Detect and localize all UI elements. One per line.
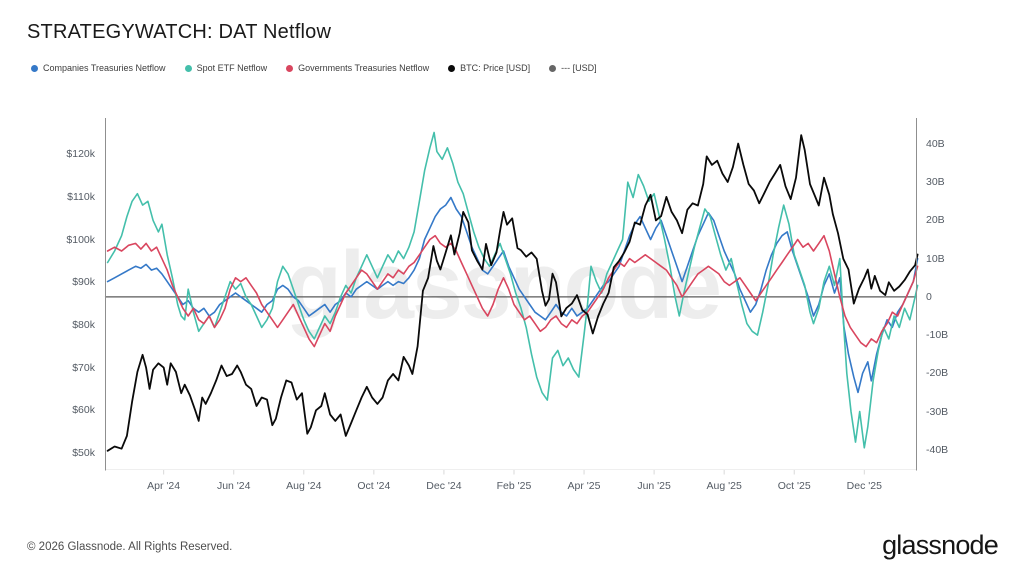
- legend-item-label: Governments Treasuries Netflow: [298, 63, 430, 73]
- glassnode-logo: glassnode: [882, 530, 999, 560]
- series-btc-price-usd: [106, 134, 919, 452]
- legend-dot-icon: [549, 64, 557, 72]
- y-left-tick-label: $90k: [72, 276, 95, 289]
- legend-item-label: --- [USD]: [561, 63, 597, 73]
- x-axis-tick-label: Oct '25: [777, 480, 811, 492]
- y-left-tick-label: $120k: [66, 148, 95, 161]
- legend-item-label: Companies Treasuries Netflow: [43, 63, 166, 73]
- x-axis-tick-label: Oct '24: [357, 480, 391, 492]
- x-axis-tick-label: Aug '24: [286, 480, 322, 492]
- y-right-tick-label: 30B: [926, 176, 945, 189]
- y-left-tick-label: $100k: [66, 233, 95, 246]
- legend-item-label: BTC: Price [USD]: [460, 63, 531, 73]
- legend-item-label: Spot ETF Netflow: [196, 63, 268, 73]
- legend-item-1[interactable]: Companies Treasuries Netflow: [31, 63, 166, 73]
- page-title: STRATEGYWATCH: DAT Netflow: [27, 21, 332, 43]
- chart-legend: Companies Treasuries Netflow Spot ETF Net…: [31, 63, 597, 73]
- x-axis-tick-label: Jun '25: [637, 480, 671, 492]
- y-left-tick-label: $70k: [72, 361, 95, 374]
- x-axis-tick-label: Jun '24: [216, 480, 251, 492]
- legend-item-2[interactable]: Spot ETF Netflow: [184, 63, 268, 73]
- y-left-tick-label: $80k: [72, 318, 95, 331]
- y-right-tick-label: -10B: [926, 329, 949, 342]
- legend-item-5[interactable]: --- [USD]: [549, 63, 597, 73]
- footer-copyright: © 2026 Glassnode. All Rights Reserved.: [27, 541, 233, 553]
- legend-dot-icon: [184, 64, 192, 72]
- x-axis-tick-label: Dec '24: [426, 480, 462, 492]
- y-right-tick-label: -20B: [926, 367, 949, 380]
- y-right-tick-label: -40B: [926, 443, 949, 456]
- y-left-tick-label: $110k: [67, 190, 95, 203]
- y-left-tick-label: $60k: [72, 404, 95, 417]
- y-right-tick-label: -30B: [926, 405, 949, 418]
- legend-dot-icon: [448, 64, 456, 72]
- x-axis-tick-label: Dec '25: [846, 480, 882, 492]
- x-axis-tick-label: Apr '25: [567, 480, 601, 492]
- y-left-tick-label: $50k: [72, 446, 95, 459]
- x-axis-tick-label: Feb '25: [496, 480, 532, 492]
- legend-item-4[interactable]: BTC: Price [USD]: [448, 63, 530, 73]
- x-axis-tick-label: Aug '25: [706, 480, 742, 492]
- x-axis-tick-label: Apr '24: [147, 480, 181, 492]
- legend-item-3[interactable]: Governments Treasuries Netflow: [286, 63, 429, 73]
- y-right-tick-label: 0: [926, 290, 932, 303]
- y-right-tick-label: 40B: [926, 137, 945, 150]
- glassnode-watermark: glassnode: [286, 232, 722, 339]
- series-spot-etf-netflow: [106, 131, 919, 449]
- legend-dot-icon: [286, 64, 294, 72]
- y-right-tick-label: 10B: [926, 252, 945, 265]
- legend-dot-icon: [31, 64, 38, 72]
- series-governments-treasuries-netflow: [106, 234, 919, 348]
- y-right-tick-label: 20B: [926, 214, 945, 227]
